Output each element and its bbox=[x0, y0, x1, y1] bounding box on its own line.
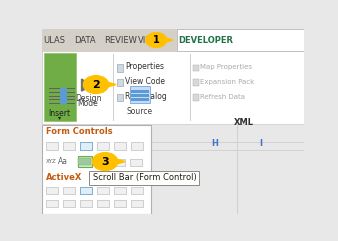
Bar bbox=[80, 142, 92, 149]
Text: Run Dialog: Run Dialog bbox=[125, 92, 167, 101]
Text: XML: XML bbox=[234, 118, 254, 127]
Bar bbox=[114, 187, 126, 194]
Text: Form Controls: Form Controls bbox=[46, 127, 113, 136]
Bar bbox=[42, 51, 304, 124]
Text: View Code: View Code bbox=[125, 77, 165, 86]
Bar bbox=[190, 54, 191, 121]
Polygon shape bbox=[98, 80, 116, 89]
Text: Expansion Pack: Expansion Pack bbox=[200, 79, 255, 85]
Bar bbox=[80, 187, 92, 194]
Bar bbox=[89, 171, 199, 185]
Bar bbox=[131, 187, 143, 194]
Bar bbox=[131, 94, 149, 97]
Bar bbox=[114, 200, 126, 207]
Bar bbox=[42, 29, 304, 53]
Bar bbox=[49, 103, 75, 104]
Polygon shape bbox=[107, 157, 125, 167]
Text: VIE: VIE bbox=[138, 36, 151, 46]
Circle shape bbox=[83, 76, 108, 94]
Text: 2: 2 bbox=[92, 80, 100, 90]
Polygon shape bbox=[158, 36, 173, 44]
Polygon shape bbox=[81, 79, 92, 91]
Bar bbox=[117, 79, 123, 87]
Bar bbox=[63, 142, 75, 149]
Bar bbox=[42, 125, 151, 214]
Bar bbox=[117, 64, 123, 72]
Text: DATA: DATA bbox=[74, 36, 95, 46]
Bar bbox=[80, 200, 92, 207]
Text: ULAS: ULAS bbox=[44, 36, 66, 46]
Bar bbox=[131, 142, 143, 149]
Text: Properties: Properties bbox=[125, 62, 164, 72]
Bar bbox=[130, 159, 142, 166]
Bar bbox=[177, 29, 304, 51]
Bar bbox=[193, 79, 199, 86]
Bar bbox=[131, 200, 143, 207]
Text: DEVELOPER: DEVELOPER bbox=[178, 36, 234, 46]
Text: Insert: Insert bbox=[48, 109, 71, 118]
Bar bbox=[97, 142, 109, 149]
Text: XYZ: XYZ bbox=[46, 159, 57, 164]
Bar bbox=[44, 53, 76, 121]
Text: Scroll Bar (Form Control): Scroll Bar (Form Control) bbox=[93, 173, 196, 182]
Bar bbox=[131, 90, 149, 93]
Bar bbox=[130, 87, 150, 103]
Bar bbox=[49, 92, 75, 93]
Bar bbox=[63, 200, 75, 207]
Text: ActiveX: ActiveX bbox=[46, 173, 82, 182]
Bar bbox=[96, 159, 108, 166]
Bar bbox=[63, 187, 75, 194]
Bar bbox=[114, 142, 126, 149]
Text: Aa: Aa bbox=[57, 157, 68, 166]
Bar bbox=[131, 98, 149, 101]
Bar bbox=[117, 94, 123, 101]
Bar bbox=[60, 88, 67, 104]
Bar bbox=[193, 65, 199, 71]
Bar bbox=[78, 158, 91, 165]
Text: 1: 1 bbox=[153, 35, 160, 45]
Bar bbox=[78, 156, 92, 167]
Text: Design: Design bbox=[75, 94, 101, 103]
Bar bbox=[46, 187, 58, 194]
Text: Source: Source bbox=[127, 107, 153, 116]
Circle shape bbox=[146, 33, 167, 47]
Text: H: H bbox=[212, 139, 219, 147]
Bar bbox=[80, 142, 92, 149]
Circle shape bbox=[93, 153, 118, 171]
Text: ▾: ▾ bbox=[58, 115, 61, 120]
Text: I: I bbox=[260, 139, 263, 147]
Text: REVIEW: REVIEW bbox=[104, 36, 137, 46]
Text: Refresh Data: Refresh Data bbox=[200, 94, 245, 100]
Bar bbox=[46, 200, 58, 207]
Bar bbox=[151, 142, 304, 150]
Bar bbox=[113, 159, 125, 166]
Text: 3: 3 bbox=[101, 157, 109, 167]
Text: Mode: Mode bbox=[78, 99, 98, 108]
Bar bbox=[97, 200, 109, 207]
Bar bbox=[113, 54, 114, 121]
Bar bbox=[80, 187, 92, 194]
Bar bbox=[46, 142, 58, 149]
Bar bbox=[49, 88, 75, 89]
Bar bbox=[49, 96, 75, 97]
Text: Map Properties: Map Properties bbox=[200, 64, 252, 70]
Bar bbox=[193, 94, 199, 101]
Bar bbox=[97, 187, 109, 194]
